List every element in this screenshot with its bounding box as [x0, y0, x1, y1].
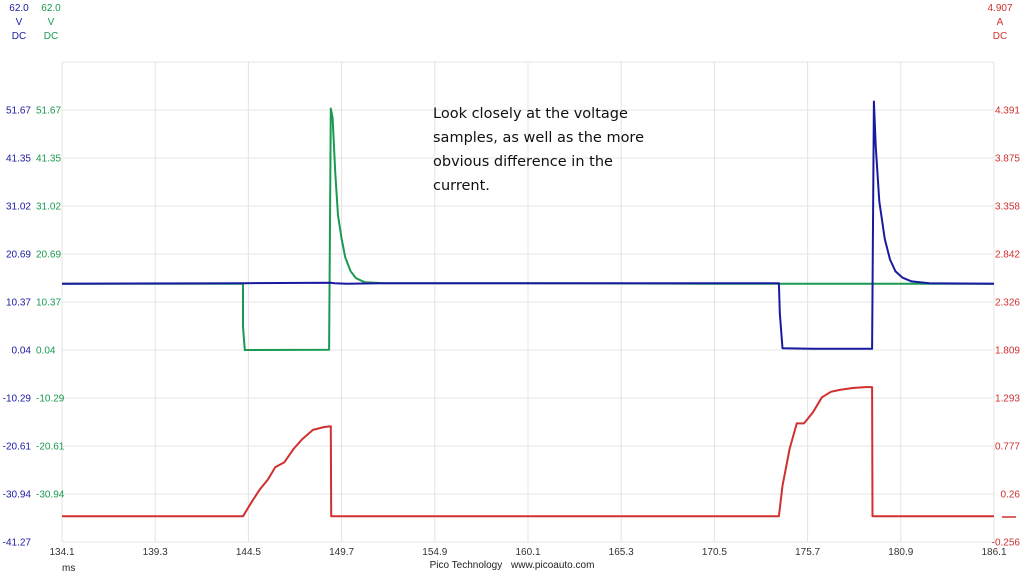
axis-header-label: 62.0 [9, 3, 29, 14]
axis-tick-label: 41.35 [36, 153, 61, 164]
axis-tick-label: 1.809 [995, 346, 1020, 357]
x-tick-label: 139.3 [143, 547, 168, 558]
axis-tick-label: 1.293 [995, 393, 1020, 404]
annotation-note: Look closely at the voltage samples, as … [433, 102, 663, 198]
axis-header-label: DC [44, 31, 58, 42]
x-tick-label: 180.9 [888, 547, 913, 558]
axis-tick-label: -10.29 [36, 394, 65, 405]
footer-site: www.picoauto.com [511, 560, 595, 571]
time-axis: 134.1 139.3 144.5 149.7 154.9 160.1 165.3 170.5… [49, 547, 1006, 558]
chart-grid [61, 61, 995, 543]
footer-brand: Pico Technology [429, 560, 503, 571]
annotation-line: samples, as well as the more [433, 130, 645, 146]
x-tick-label: 149.7 [329, 547, 354, 558]
axis-header-label: 62.0 [41, 3, 61, 14]
x-tick-label: 154.9 [422, 547, 447, 558]
x-tick-label: 160.1 [515, 547, 540, 558]
axis-tick-label: -41.27 [3, 538, 32, 549]
axis-tick-label: 31.02 [36, 201, 61, 212]
axis-tick-label: 41.35 [6, 153, 31, 164]
time-unit-label: ms [62, 563, 76, 574]
axis-header-label: V [16, 17, 23, 28]
axis-header-label: V [48, 17, 55, 28]
axis-tick-label: 0.04 [12, 345, 32, 356]
channel-a-axis: 62.0 V DC 51.67 41.35 31.02 20.69 10.37 0.04 -10.… [3, 3, 32, 549]
x-tick-label: 144.5 [236, 547, 261, 558]
x-tick-label: 134.1 [49, 547, 74, 558]
axis-tick-label: 10.37 [6, 297, 31, 308]
x-tick-label: 175.7 [795, 547, 820, 558]
axis-tick-label: 10.37 [36, 297, 61, 308]
annotation-line: Look closely at the voltage [433, 106, 628, 122]
annotation-line: current. [433, 178, 490, 194]
axis-tick-label: -10.29 [3, 394, 32, 405]
axis-tick-label: -0.256 [992, 538, 1021, 549]
axis-tick-label: 0.777 [995, 441, 1020, 452]
x-tick-label: 165.3 [609, 547, 634, 558]
axis-tick-label: -30.94 [3, 489, 32, 500]
footer: Pico Technology www.picoauto.com [0, 560, 1024, 571]
axis-tick-label: 2.842 [995, 249, 1020, 260]
axis-tick-label: -30.94 [36, 489, 65, 500]
x-tick-label: 186.1 [981, 547, 1006, 558]
axis-header-label: DC [993, 31, 1007, 42]
axis-tick-label: 20.69 [36, 250, 61, 261]
waveform-trace-a [61, 100, 995, 350]
axis-tick-label: 31.02 [6, 201, 31, 212]
axis-tick-label: 2.326 [995, 297, 1020, 308]
axis-tick-label: -20.61 [3, 441, 32, 452]
axis-tick-label: 0.26 [1001, 490, 1021, 501]
axis-header-label: A [997, 17, 1004, 28]
axis-tick-label: 3.358 [995, 202, 1020, 213]
annotation-line: obvious difference in the [433, 154, 613, 170]
axis-header-label: DC [12, 31, 26, 42]
axis-tick-label: 3.875 [995, 153, 1020, 164]
channel-b-axis: 62.0 V DC 51.67 41.35 31.02 20.69 10.37 0.04 -10.… [36, 3, 65, 500]
axis-tick-label: 0.04 [36, 345, 56, 356]
axis-tick-label: -20.61 [36, 441, 65, 452]
waveform-trace-c [62, 386, 994, 518]
channel-c-axis: 4.907 A DC 4.391 3.875 3.358 2.842 2.326 1.809 1.… [987, 3, 1020, 549]
waveform-traces [61, 100, 995, 518]
axis-header-label: 4.907 [987, 3, 1012, 14]
axis-tick-label: 51.67 [36, 106, 61, 117]
axis-tick-label: 51.67 [6, 106, 31, 117]
axis-tick-label: 20.69 [6, 250, 31, 261]
x-tick-label: 170.5 [702, 547, 727, 558]
axis-tick-label: 4.391 [995, 105, 1020, 116]
